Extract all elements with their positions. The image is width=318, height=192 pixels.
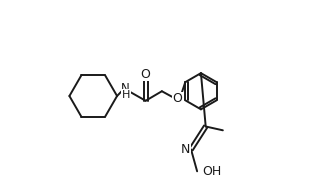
Text: N: N (181, 143, 190, 156)
Text: O: O (172, 92, 182, 105)
Text: OH: OH (202, 165, 221, 178)
Text: H: H (121, 90, 130, 100)
Text: N: N (121, 82, 130, 95)
Text: O: O (141, 68, 151, 81)
